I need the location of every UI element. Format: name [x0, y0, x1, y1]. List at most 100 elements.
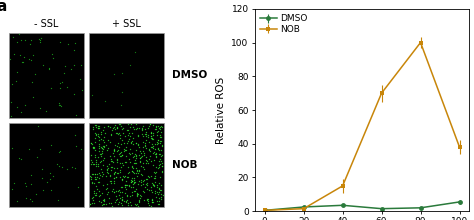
Point: [94, 127, 102, 130]
Point: [117, 143, 125, 146]
Point: [140, 167, 147, 171]
Point: [88, 172, 96, 175]
Point: [117, 191, 124, 194]
Point: [148, 182, 155, 185]
Point: [108, 189, 116, 193]
Point: [109, 126, 117, 130]
Point: [95, 146, 103, 149]
Point: [95, 143, 102, 146]
Point: [137, 183, 145, 187]
Point: [126, 64, 134, 67]
Point: [138, 155, 146, 158]
Point: [95, 172, 103, 175]
Point: [74, 185, 82, 189]
Point: [146, 176, 153, 179]
Point: [122, 191, 129, 195]
Point: [130, 142, 137, 145]
Point: [151, 170, 158, 174]
Point: [128, 131, 136, 135]
Point: [152, 147, 159, 150]
Point: [152, 176, 159, 180]
Point: [155, 165, 163, 169]
Point: [98, 132, 105, 136]
Point: [124, 202, 131, 205]
Point: [87, 153, 95, 157]
Point: [88, 93, 96, 96]
Point: [115, 152, 123, 156]
Point: [36, 38, 44, 42]
Point: [103, 182, 111, 186]
Point: [136, 169, 143, 173]
Point: [90, 198, 97, 202]
Point: [140, 153, 147, 157]
Point: [95, 199, 102, 202]
Point: [133, 194, 140, 198]
Text: + SSL: + SSL: [112, 19, 141, 29]
Point: [153, 190, 160, 193]
Point: [100, 202, 108, 205]
Point: [109, 128, 116, 132]
Point: [149, 163, 157, 167]
Point: [148, 190, 156, 194]
Point: [145, 148, 153, 151]
Point: [154, 124, 161, 127]
Point: [129, 170, 137, 173]
Point: [90, 146, 97, 150]
Point: [19, 60, 27, 64]
Point: [147, 134, 155, 138]
Point: [107, 158, 115, 161]
Point: [156, 188, 164, 192]
Point: [129, 137, 137, 140]
Point: [149, 197, 156, 200]
Point: [100, 140, 108, 143]
Point: [91, 175, 99, 179]
Point: [136, 149, 144, 152]
Point: [148, 145, 155, 149]
Point: [113, 198, 120, 202]
Point: [122, 154, 130, 158]
Point: [96, 193, 104, 197]
Point: [157, 154, 164, 158]
Point: [118, 203, 126, 207]
Point: [72, 133, 79, 137]
Point: [8, 146, 15, 150]
Text: NOB: NOB: [172, 160, 198, 170]
Point: [156, 128, 164, 131]
Point: [142, 134, 150, 137]
Point: [96, 160, 103, 164]
Point: [142, 156, 150, 159]
Point: [137, 180, 145, 183]
Point: [157, 188, 165, 191]
Point: [110, 190, 118, 193]
Point: [70, 93, 78, 96]
Point: [31, 72, 39, 76]
Point: [148, 136, 155, 139]
Point: [96, 174, 104, 177]
Point: [100, 125, 108, 128]
Point: [98, 147, 106, 150]
Point: [34, 155, 41, 159]
Point: [17, 111, 24, 114]
Point: [39, 188, 47, 191]
Point: [101, 131, 109, 135]
Point: [107, 173, 114, 176]
Point: [98, 151, 106, 155]
Point: [126, 151, 133, 155]
Point: [98, 192, 105, 195]
Point: [111, 143, 118, 147]
Point: [144, 175, 152, 178]
Point: [133, 126, 140, 130]
Point: [134, 182, 142, 185]
Point: [131, 50, 139, 53]
Point: [128, 179, 136, 183]
Point: [86, 202, 94, 205]
Point: [103, 148, 110, 152]
Point: [103, 165, 111, 168]
Point: [100, 163, 107, 166]
Point: [128, 193, 136, 197]
Point: [109, 172, 117, 175]
Point: [133, 141, 140, 145]
Point: [158, 145, 166, 148]
Point: [145, 199, 152, 203]
Point: [152, 174, 159, 177]
